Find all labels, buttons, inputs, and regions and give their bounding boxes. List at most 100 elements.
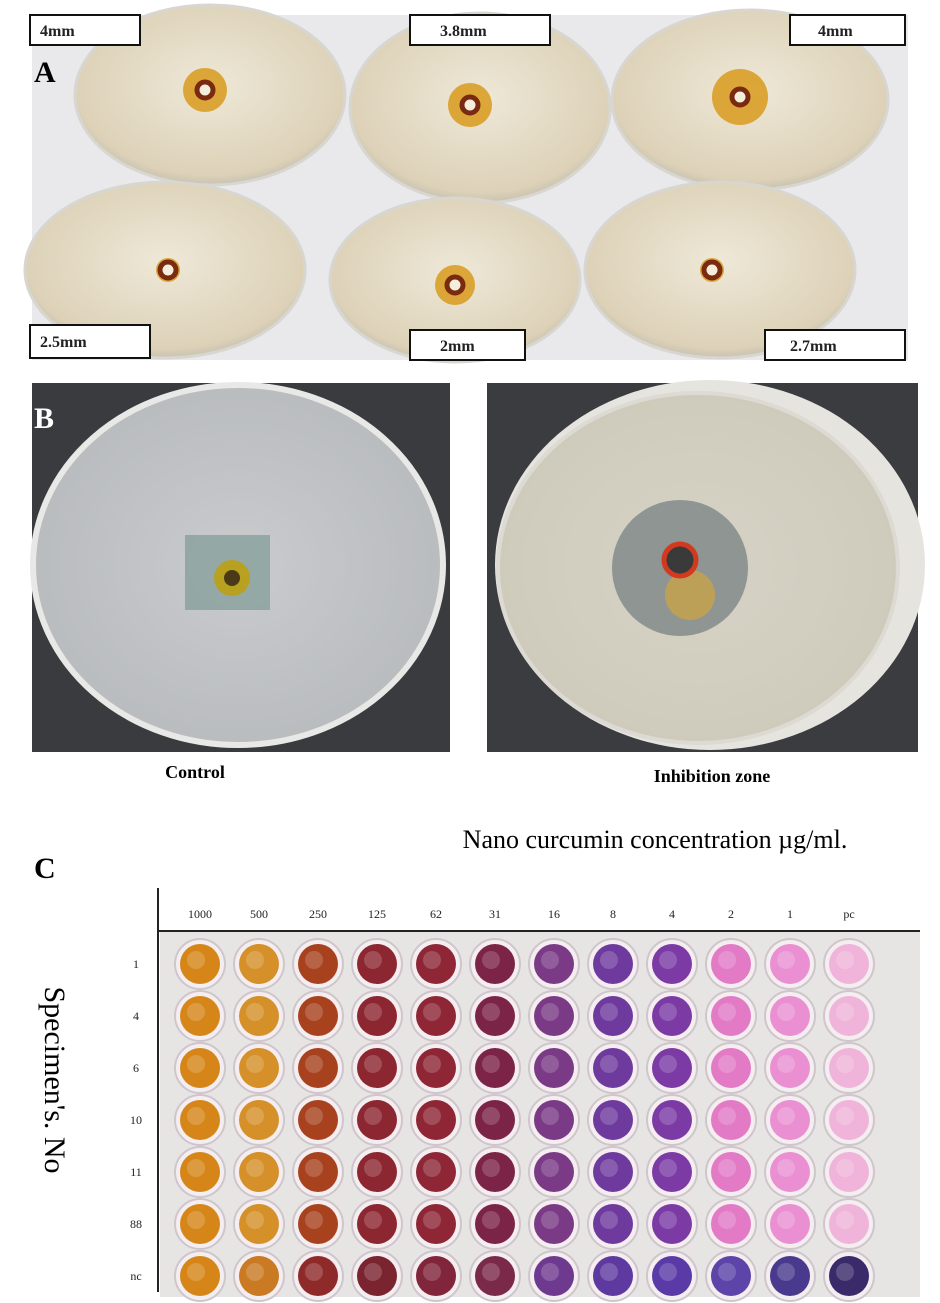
well-fill xyxy=(711,1204,751,1244)
row-label: 1 xyxy=(133,957,139,971)
well-highlight xyxy=(305,951,323,969)
zone-label: 4mm xyxy=(818,23,853,40)
well-highlight xyxy=(482,1159,500,1177)
well-fill xyxy=(298,1204,338,1244)
well-highlight xyxy=(482,1211,500,1229)
row-label: 10 xyxy=(130,1113,142,1127)
well-fill xyxy=(711,1256,751,1296)
well-fill xyxy=(357,944,397,984)
well-fill xyxy=(534,1048,574,1088)
well-fill xyxy=(534,1152,574,1192)
well-fill xyxy=(593,1204,633,1244)
well-fill xyxy=(829,1100,869,1140)
well-highlight xyxy=(836,1263,854,1281)
well-highlight xyxy=(305,1211,323,1229)
well-highlight xyxy=(187,1055,205,1073)
well-fill xyxy=(829,1152,869,1192)
well-fill xyxy=(475,1152,515,1192)
well-highlight xyxy=(718,1263,736,1281)
zone-box xyxy=(409,14,551,46)
well-fill xyxy=(475,1256,515,1296)
well-fill xyxy=(711,944,751,984)
well-highlight xyxy=(482,1003,500,1021)
well-highlight xyxy=(364,1263,382,1281)
well-highlight xyxy=(364,1003,382,1021)
column-label: 250 xyxy=(309,907,327,921)
well-highlight xyxy=(541,1055,559,1073)
zone-label: 2mm xyxy=(440,338,475,355)
well-fill xyxy=(652,1256,692,1296)
well-highlight xyxy=(482,951,500,969)
column-label: 62 xyxy=(430,907,442,921)
well-highlight xyxy=(246,1159,264,1177)
well-fill xyxy=(770,1204,810,1244)
column-label: 1000 xyxy=(188,907,212,921)
well-fill xyxy=(652,1152,692,1192)
well-highlight xyxy=(423,1055,441,1073)
zone-label: 4mm xyxy=(40,23,75,40)
well-fill xyxy=(298,1048,338,1088)
well-highlight xyxy=(364,951,382,969)
well-highlight xyxy=(541,951,559,969)
y-title: Specimen's. No xyxy=(38,986,71,1173)
well-highlight xyxy=(600,1107,618,1125)
well-highlight xyxy=(777,951,795,969)
well-highlight xyxy=(187,1263,205,1281)
caption: Inhibition zone xyxy=(654,766,771,786)
well-highlight xyxy=(305,1159,323,1177)
panel-title: Nano curcumin concentration µg/ml. xyxy=(463,825,848,854)
well-highlight xyxy=(246,1107,264,1125)
well-fill xyxy=(298,1152,338,1192)
column-label: 1 xyxy=(787,907,793,921)
well-fill xyxy=(180,1152,220,1192)
column-label: 4 xyxy=(669,907,675,921)
panel-b-photo xyxy=(30,380,925,752)
well-fill xyxy=(180,944,220,984)
well-highlight xyxy=(246,1263,264,1281)
well-highlight xyxy=(718,1107,736,1125)
panel-a-photo xyxy=(23,3,908,364)
well-fill xyxy=(416,1256,456,1296)
column-label: 500 xyxy=(250,907,268,921)
well-fill xyxy=(475,1048,515,1088)
well-highlight xyxy=(246,1003,264,1021)
well-highlight xyxy=(777,1211,795,1229)
well-fill xyxy=(829,1204,869,1244)
well-fill xyxy=(534,1100,574,1140)
well-fill xyxy=(180,996,220,1036)
zone-label: 3.8mm xyxy=(440,23,487,40)
well-highlight xyxy=(718,951,736,969)
well-highlight xyxy=(600,951,618,969)
column-label: 16 xyxy=(548,907,560,921)
well-fill xyxy=(239,944,279,984)
well-highlight xyxy=(246,1211,264,1229)
well-highlight xyxy=(187,1159,205,1177)
well-fill xyxy=(239,996,279,1036)
well-fill xyxy=(593,1100,633,1140)
well-fill xyxy=(534,1204,574,1244)
well-highlight xyxy=(187,1211,205,1229)
column-label: pc xyxy=(843,907,854,921)
well-fill xyxy=(829,996,869,1036)
well-fill xyxy=(829,1048,869,1088)
well-fill xyxy=(298,1256,338,1296)
well-highlight xyxy=(305,1003,323,1021)
panel-label: B xyxy=(34,402,54,435)
well-highlight xyxy=(305,1107,323,1125)
well-highlight xyxy=(482,1263,500,1281)
well-highlight xyxy=(364,1159,382,1177)
well-fill xyxy=(416,944,456,984)
well-highlight xyxy=(541,1003,559,1021)
well-fill xyxy=(180,1256,220,1296)
well-highlight xyxy=(777,1159,795,1177)
well-fill xyxy=(593,996,633,1036)
well-highlight xyxy=(187,1107,205,1125)
column-label: 8 xyxy=(610,907,616,921)
well-highlight xyxy=(659,1263,677,1281)
well-fill xyxy=(711,1048,751,1088)
well-fill xyxy=(593,1256,633,1296)
well-highlight xyxy=(541,1107,559,1125)
well-fill xyxy=(770,1152,810,1192)
well-highlight xyxy=(600,1263,618,1281)
